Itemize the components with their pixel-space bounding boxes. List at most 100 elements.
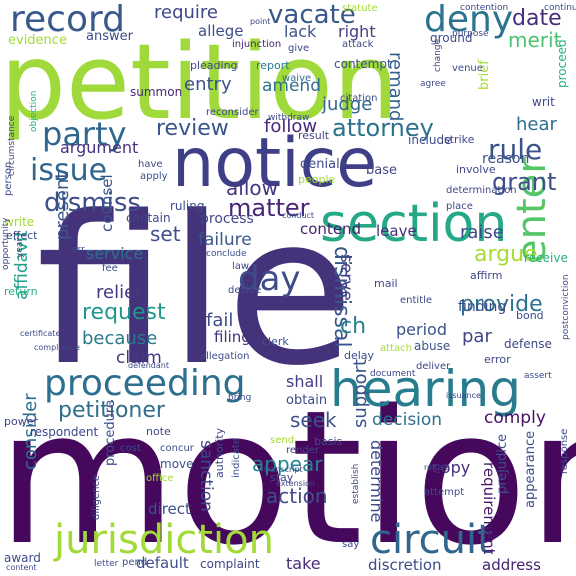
cloud-word: power bbox=[4, 415, 38, 428]
cloud-word: copy bbox=[432, 458, 471, 477]
cloud-word: contend bbox=[300, 220, 362, 238]
cloud-word: write bbox=[4, 215, 35, 229]
cloud-word: base bbox=[366, 163, 397, 178]
cloud-word: involve bbox=[456, 163, 496, 176]
cloud-word: file bbox=[36, 173, 355, 411]
cloud-word: summon bbox=[130, 85, 183, 99]
cloud-word: entry bbox=[184, 74, 232, 95]
cloud-word: report bbox=[256, 59, 290, 72]
cloud-word: strike bbox=[444, 133, 475, 146]
cloud-word: citation bbox=[340, 93, 378, 104]
cloud-word: mail bbox=[374, 277, 398, 290]
cloud-word: attorney bbox=[332, 114, 434, 142]
cloud-word: comply bbox=[484, 408, 546, 428]
cloud-word: contempt bbox=[334, 57, 392, 71]
cloud-word: prejudice bbox=[495, 433, 510, 494]
cloud-word: filing bbox=[214, 328, 251, 346]
cloud-word: transcript bbox=[264, 465, 303, 474]
cloud-word: delay bbox=[344, 349, 375, 362]
cloud-word: establish bbox=[351, 463, 361, 504]
cloud-word: send bbox=[270, 435, 295, 446]
cloud-word: response bbox=[559, 428, 570, 474]
cloud-word: pleading bbox=[190, 59, 238, 72]
cloud-word: say bbox=[342, 539, 360, 550]
cloud-word: decision bbox=[372, 410, 443, 430]
cloud-word: ch bbox=[340, 314, 367, 339]
cloud-word: address bbox=[482, 556, 541, 574]
cloud-word: sanction bbox=[196, 440, 216, 512]
cloud-word: decide bbox=[228, 285, 262, 296]
cloud-word: service bbox=[86, 244, 144, 263]
cloud-word: conduct bbox=[282, 211, 315, 220]
cloud-word: award bbox=[4, 551, 41, 565]
cloud-word: direct bbox=[148, 500, 191, 518]
cloud-word: discretion bbox=[368, 556, 442, 574]
cloud-word: action bbox=[266, 484, 328, 508]
cloud-word: extension bbox=[276, 479, 315, 488]
cloud-word: apply bbox=[140, 171, 168, 182]
cloud-word: letter bbox=[94, 559, 119, 569]
cloud-word: stay bbox=[270, 471, 294, 484]
cloud-word: refuse bbox=[424, 463, 450, 472]
cloud-word: issue bbox=[30, 153, 108, 188]
cloud-word: day bbox=[238, 259, 301, 299]
cloud-word: deny bbox=[424, 0, 514, 40]
cloud-word: process bbox=[200, 211, 254, 227]
cloud-word: error bbox=[484, 353, 511, 366]
cloud-word: statute bbox=[342, 3, 378, 14]
cloud-word: waive bbox=[282, 73, 312, 84]
cloud-word: note bbox=[146, 425, 171, 438]
cloud-word: circuit bbox=[370, 517, 493, 563]
cloud-word: rule bbox=[488, 133, 543, 166]
cloud-word: document bbox=[370, 369, 416, 379]
cloud-word: raise bbox=[460, 222, 504, 243]
cloud-word: have bbox=[138, 159, 163, 170]
cloud-word: requirement bbox=[480, 462, 498, 555]
cloud-word: office bbox=[146, 473, 174, 484]
cloud-word: contain bbox=[126, 211, 171, 225]
cloud-word: concur bbox=[160, 443, 194, 454]
cloud-word: require bbox=[154, 2, 218, 23]
cloud-word: change bbox=[433, 38, 443, 72]
cloud-word: point bbox=[250, 17, 271, 26]
cloud-word: par bbox=[462, 326, 492, 347]
cloud-word: law bbox=[232, 261, 250, 272]
cloud-word: request bbox=[82, 300, 166, 325]
cloud-word: respondent bbox=[30, 425, 99, 439]
cloud-word: notice bbox=[172, 124, 378, 203]
cloud-word: opportunity bbox=[1, 217, 11, 270]
cloud-word: contention bbox=[460, 3, 509, 13]
cloud-word: denial bbox=[300, 157, 340, 172]
cloud-word: place bbox=[446, 201, 473, 212]
cloud-word: year bbox=[15, 237, 25, 258]
cloud-word: lack bbox=[284, 22, 317, 41]
cloud-word: attempt bbox=[424, 487, 465, 498]
cloud-word: review bbox=[156, 116, 229, 141]
cloud-word: proceeding bbox=[44, 363, 246, 404]
cloud-word: petition bbox=[0, 21, 399, 143]
cloud-word: complaint bbox=[200, 557, 260, 571]
cloud-word: defendant bbox=[128, 361, 169, 370]
cloud-word: because bbox=[82, 328, 158, 349]
cloud-word: seek bbox=[290, 408, 337, 432]
cloud-word: person bbox=[3, 161, 14, 196]
cloud-word: bring bbox=[228, 393, 252, 403]
cloud-word: determine bbox=[367, 440, 386, 523]
cloud-word: default bbox=[136, 554, 189, 572]
cloud-word: determination bbox=[446, 185, 517, 196]
cloud-word: answer bbox=[86, 29, 133, 44]
cloud-word: allegation bbox=[200, 351, 250, 362]
cloud-word: vacate bbox=[268, 0, 356, 30]
cloud-word: hearing bbox=[330, 360, 521, 418]
cloud-word: allow bbox=[226, 176, 278, 200]
cloud-word: present bbox=[52, 171, 73, 240]
cloud-word: include bbox=[408, 133, 452, 147]
cloud-word: reason bbox=[482, 151, 530, 167]
cloud-word: content bbox=[6, 563, 37, 572]
cloud-word: pend bbox=[122, 557, 148, 568]
cloud-word: argue bbox=[474, 242, 538, 267]
cloud-word: jurisdiction bbox=[54, 517, 274, 563]
cloud-word: ruling bbox=[170, 199, 205, 213]
cloud-word: record bbox=[10, 0, 125, 40]
